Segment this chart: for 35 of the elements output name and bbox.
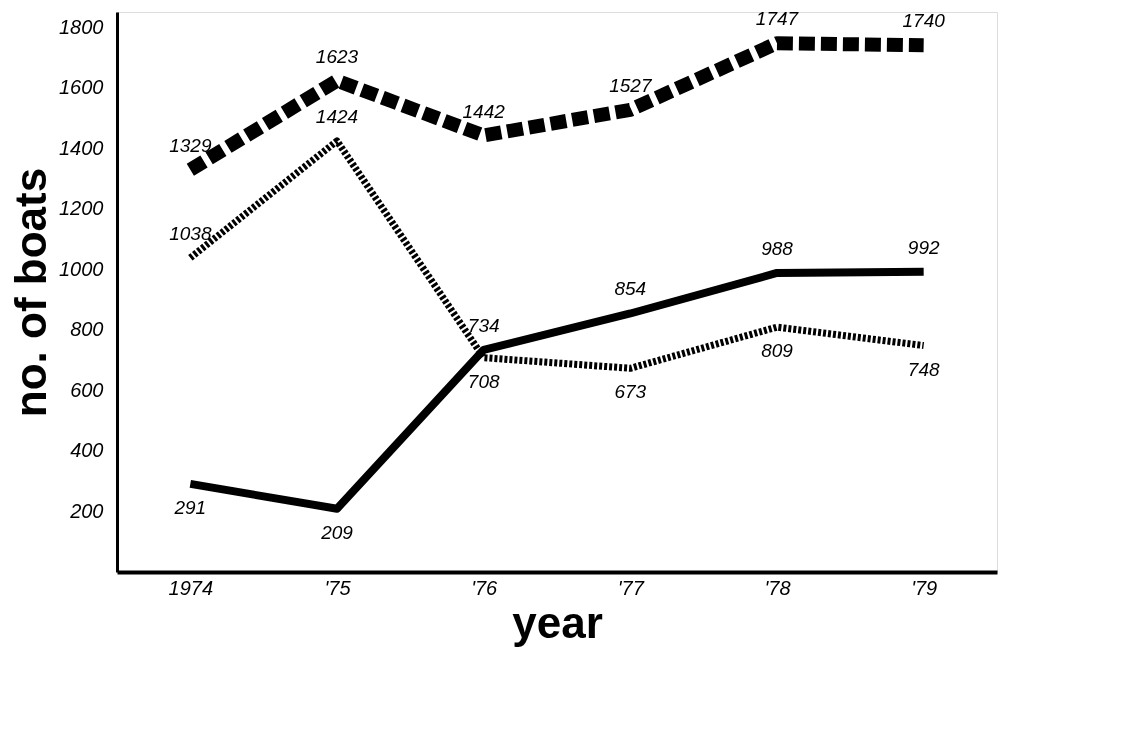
data-label: 809 (761, 340, 794, 362)
y-tick-label: 1200 (59, 197, 104, 220)
data-label: 748 (907, 358, 940, 380)
y-tick-label: 1800 (59, 15, 104, 38)
data-label: 734 (467, 314, 500, 336)
data-label: 1527 (609, 74, 653, 96)
data-label: 1747 (755, 8, 800, 30)
data-label: 291 (173, 496, 207, 518)
x-tick-label: '78 (764, 576, 791, 599)
data-label: 1038 (169, 222, 212, 244)
x-tick-label: 1974 (168, 576, 214, 599)
y-tick-label: 1400 (59, 136, 104, 159)
x-axis-title: year (512, 597, 603, 647)
y-tick-label: 400 (70, 439, 104, 462)
x-tick-label: '77 (617, 576, 645, 599)
data-label: 1424 (315, 105, 359, 127)
data-label: 1329 (169, 134, 212, 156)
y-tick-label: 1600 (59, 76, 104, 99)
y-tick-label: 200 (69, 499, 104, 522)
x-tick-label: '76 (471, 576, 499, 599)
y-tick-label: 800 (70, 318, 104, 341)
data-label: 1740 (902, 10, 946, 32)
y-tick-label: 1000 (59, 257, 104, 280)
data-label: 673 (614, 381, 647, 403)
y-axis-title: no. of boats (6, 167, 56, 418)
data-label: 988 (761, 237, 794, 259)
data-label: 209 (320, 521, 354, 543)
data-label: 1623 (315, 45, 359, 67)
data-label: 1442 (462, 100, 506, 122)
y-tick-label: 600 (70, 378, 104, 401)
x-tick-label: '75 (324, 576, 352, 599)
data-label: 992 (907, 236, 940, 258)
data-label: 854 (614, 278, 647, 300)
data-label: 708 (467, 370, 500, 392)
x-tick-label: '79 (911, 576, 938, 599)
